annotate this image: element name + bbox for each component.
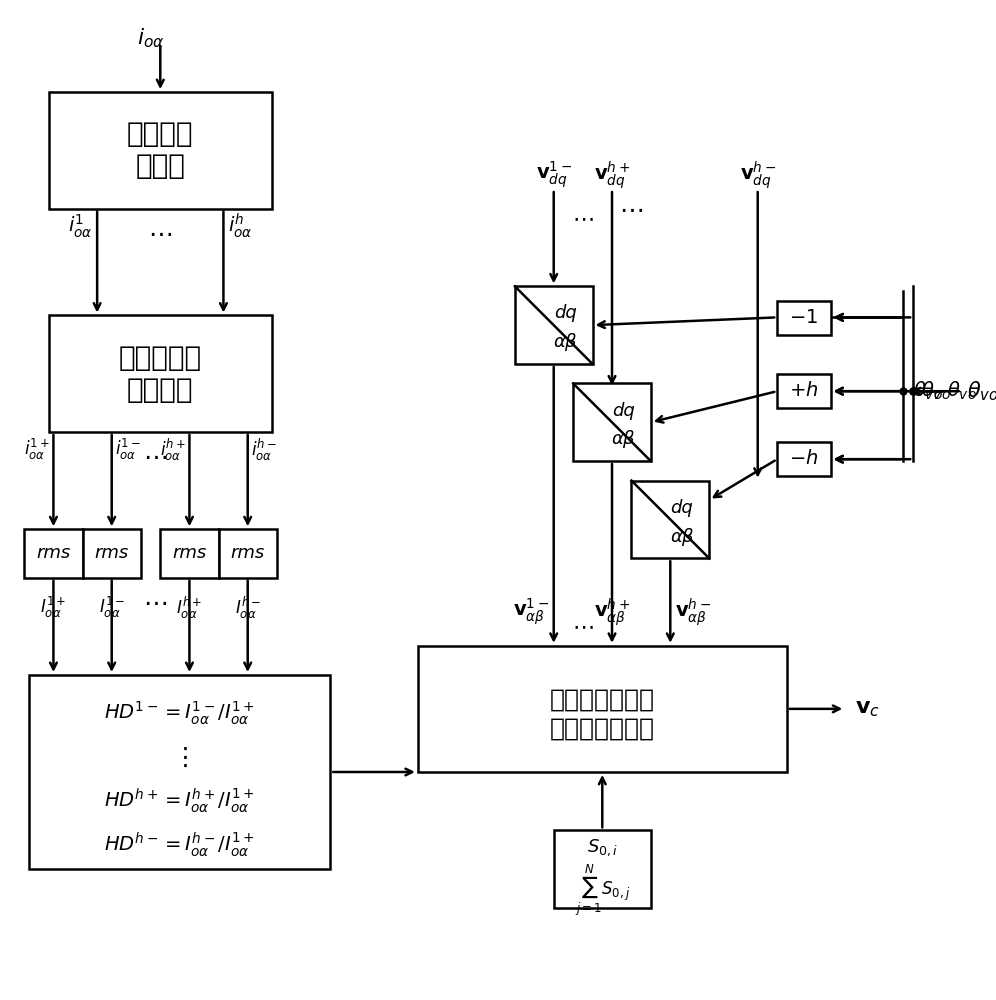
Text: $i_{o\alpha}^{1-}$: $i_{o\alpha}^{1-}$ (115, 437, 140, 462)
Text: $\cdots$: $\cdots$ (143, 590, 167, 614)
Bar (49, 315, 272, 432)
Bar (24, 529, 83, 578)
Text: $i_{o\alpha}^{1}$: $i_{o\alpha}^{1}$ (68, 212, 93, 240)
Text: $HD^{1-}=I_{o\alpha}^{1-}/I_{o\alpha}^{1+}$: $HD^{1-}=I_{o\alpha}^{1-}/I_{o\alpha}^{1… (105, 700, 255, 727)
Text: 特征次谐波正负: 特征次谐波正负 (550, 687, 654, 711)
Text: rms: rms (95, 544, 128, 562)
Text: $\cdots$: $\cdots$ (143, 444, 167, 468)
Text: $\theta_{vo}$: $\theta_{vo}$ (966, 379, 996, 403)
Text: dq: dq (670, 499, 693, 517)
Text: $\theta_{vo}$: $\theta_{vo}$ (913, 380, 943, 402)
Text: $\cdots$: $\cdots$ (572, 208, 594, 228)
Text: $i_{o\alpha}$: $i_{o\alpha}$ (136, 27, 164, 50)
Text: 序补偿参考电压: 序补偿参考电压 (550, 716, 654, 740)
Text: rms: rms (36, 544, 71, 562)
Text: $I_{o\alpha}^{h-}$: $I_{o\alpha}^{h-}$ (235, 595, 261, 621)
Text: $HD^{h-}=I_{o\alpha}^{h-}/I_{o\alpha}^{1+}$: $HD^{h-}=I_{o\alpha}^{h-}/I_{o\alpha}^{1… (105, 831, 255, 859)
Text: $-1$: $-1$ (790, 308, 819, 327)
Text: $\mathbf{v}_{\alpha\beta}^{h-}$: $\mathbf{v}_{\alpha\beta}^{h-}$ (675, 596, 711, 628)
Text: $\theta_{vo}$: $\theta_{vo}$ (921, 380, 950, 402)
Text: $i_{o\alpha}^{1+}$: $i_{o\alpha}^{1+}$ (24, 437, 51, 462)
Text: $I_{o\alpha}^{h+}$: $I_{o\alpha}^{h+}$ (176, 595, 202, 621)
Bar (160, 529, 218, 578)
Bar (777, 442, 831, 476)
Bar (515, 286, 593, 364)
Text: $HD^{h+}=I_{o\alpha}^{h+}/I_{o\alpha}^{1+}$: $HD^{h+}=I_{o\alpha}^{h+}/I_{o\alpha}^{1… (105, 787, 255, 815)
Text: $\mathbf{v}_{dq}^{h-}$: $\mathbf{v}_{dq}^{h-}$ (740, 159, 776, 191)
Bar (83, 529, 140, 578)
Text: $\alpha\beta$: $\alpha\beta$ (612, 428, 636, 450)
Text: $+h$: $+h$ (789, 381, 819, 400)
Text: $\mathbf{v}_{\alpha\beta}^{h+}$: $\mathbf{v}_{\alpha\beta}^{h+}$ (594, 596, 630, 628)
Text: $\mathbf{v}_{dq}^{h+}$: $\mathbf{v}_{dq}^{h+}$ (594, 159, 630, 191)
Text: $\sum_{j=1}^{N}S_{0,j}$: $\sum_{j=1}^{N}S_{0,j}$ (575, 863, 630, 918)
Text: $\mathbf{v}_{dq}^{1-}$: $\mathbf{v}_{dq}^{1-}$ (536, 159, 572, 190)
Text: $\theta_{vo}$: $\theta_{vo}$ (947, 380, 977, 402)
Text: $S_{0,i}$: $S_{0,i}$ (587, 837, 618, 858)
Text: $I_{o\alpha}^{1+}$: $I_{o\alpha}^{1+}$ (40, 595, 67, 620)
Text: $\vdots$: $\vdots$ (172, 745, 187, 769)
Text: 基波和谐
波提取: 基波和谐 波提取 (127, 120, 193, 180)
Text: $i_{o\alpha}^{h-}$: $i_{o\alpha}^{h-}$ (251, 436, 277, 463)
Text: $\mathbf{v}_{c}$: $\mathbf{v}_{c}$ (855, 699, 879, 719)
Text: 正序和负序
分量提取: 正序和负序 分量提取 (119, 344, 202, 404)
Text: $\alpha\beta$: $\alpha\beta$ (669, 526, 694, 548)
Text: $-h$: $-h$ (789, 449, 819, 468)
Text: dq: dq (613, 402, 635, 420)
Bar (49, 92, 272, 209)
Text: $\alpha\beta$: $\alpha\beta$ (553, 331, 578, 353)
Bar (29, 675, 331, 869)
Text: rms: rms (172, 544, 206, 562)
Text: $\cdots$: $\cdots$ (572, 616, 594, 636)
Text: $\cdots$: $\cdots$ (620, 197, 643, 221)
Bar (554, 830, 650, 908)
Text: $i_{o\alpha}^{h}$: $i_{o\alpha}^{h}$ (228, 212, 253, 240)
Bar (777, 374, 831, 408)
Bar (573, 383, 650, 461)
Text: dq: dq (554, 304, 577, 322)
Bar (218, 529, 277, 578)
Text: $\cdots$: $\cdots$ (148, 221, 172, 245)
Text: $i_{o\alpha}^{h+}$: $i_{o\alpha}^{h+}$ (160, 436, 186, 463)
Bar (631, 481, 709, 558)
Bar (777, 301, 831, 335)
Text: $\mathbf{v}_{\alpha\beta}^{1-}$: $\mathbf{v}_{\alpha\beta}^{1-}$ (513, 596, 549, 627)
Text: $I_{o\alpha}^{1-}$: $I_{o\alpha}^{1-}$ (99, 595, 124, 620)
Bar (417, 646, 787, 772)
Text: rms: rms (231, 544, 265, 562)
